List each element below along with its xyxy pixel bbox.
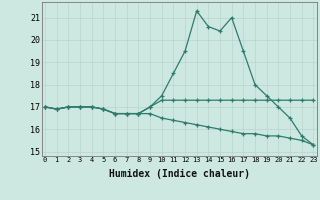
X-axis label: Humidex (Indice chaleur): Humidex (Indice chaleur) <box>109 169 250 179</box>
